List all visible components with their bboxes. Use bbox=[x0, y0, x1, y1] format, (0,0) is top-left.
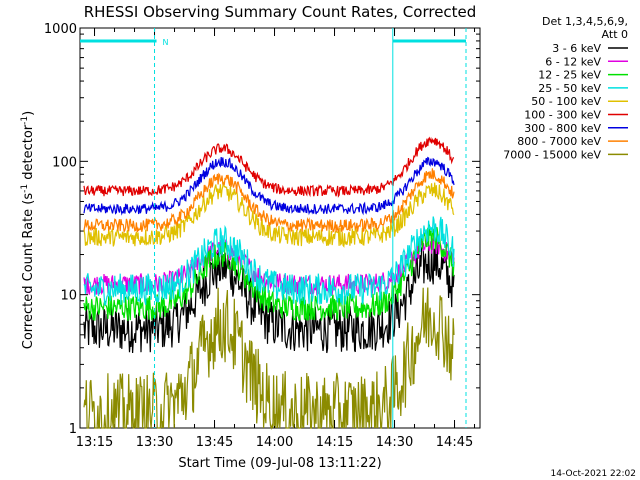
series-lines bbox=[83, 136, 455, 430]
legend-label: 50 - 100 keV bbox=[531, 95, 601, 108]
x-axis: 13:15 13:30 13:45 14:00 14:15 14:30 14:45 bbox=[76, 28, 476, 450]
chart-title: RHESSI Observing Summary Count Rates, Co… bbox=[84, 3, 477, 21]
x-tick-label: 14:15 bbox=[316, 435, 353, 450]
x-tick-label: 13:30 bbox=[136, 435, 173, 450]
y-axis: 1 10 100 1000 bbox=[44, 22, 480, 437]
timestamp: 14-Oct-2021 22:02 bbox=[551, 469, 636, 479]
legend-label: 3 - 6 keV bbox=[552, 42, 601, 55]
legend-label: 7000 - 15000 keV bbox=[503, 148, 601, 161]
legend-label: 25 - 50 keV bbox=[538, 82, 601, 95]
attenuator-flags: N bbox=[80, 28, 467, 428]
x-tick-label: 14:45 bbox=[436, 435, 473, 450]
legend-label: 800 - 7000 keV bbox=[517, 135, 601, 148]
legend-label: 300 - 800 keV bbox=[524, 122, 601, 135]
series-line-5 bbox=[83, 136, 455, 198]
legend-label: 100 - 300 keV bbox=[524, 109, 601, 122]
legend-header-detectors: Det 1,3,4,5,6,9, bbox=[542, 15, 628, 28]
legend-header-attenuator: Att 0 bbox=[602, 28, 628, 41]
x-tick-label: 14:30 bbox=[376, 435, 413, 450]
x-tick-label: 13:15 bbox=[76, 435, 113, 450]
y-tick-label: 1000 bbox=[44, 22, 77, 37]
legend-label: 6 - 12 keV bbox=[545, 55, 601, 68]
x-axis-label: Start Time (09-Jul-08 13:11:22) bbox=[178, 456, 381, 471]
legend-label: 12 - 25 keV bbox=[538, 69, 601, 82]
night-flag-label: N bbox=[163, 38, 169, 47]
x-tick-label: 13:45 bbox=[196, 435, 233, 450]
x-tick-label: 14:00 bbox=[256, 435, 293, 450]
y-axis-label: Corrected Count Rate (s-1 detector-1) bbox=[20, 111, 36, 349]
y-tick-label: 1 bbox=[69, 422, 77, 437]
y-tick-label: 10 bbox=[60, 289, 77, 304]
y-tick-label: 100 bbox=[52, 155, 77, 170]
